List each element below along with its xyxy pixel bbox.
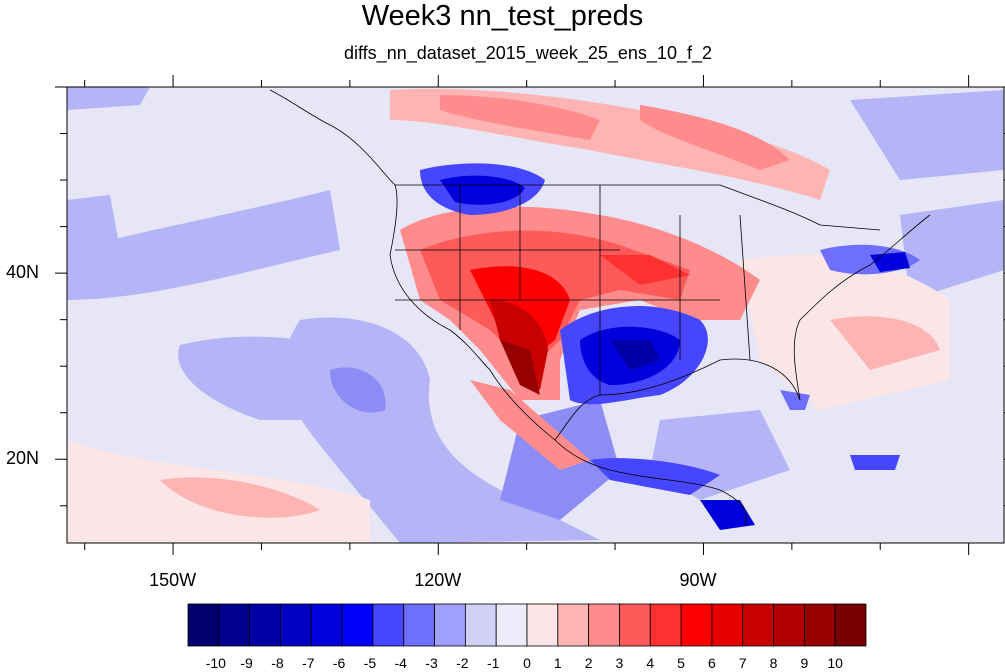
colorbar [187, 603, 867, 647]
colorbar-label: 10 [827, 655, 843, 671]
colorbar-swatch [742, 603, 774, 647]
lon-tick-label: 150W [149, 570, 197, 590]
colorbar-label: 2 [584, 655, 593, 671]
colorbar-label: -5 [363, 655, 377, 671]
colorbar-swatch [526, 603, 559, 647]
colorbar-label: -8 [271, 655, 284, 671]
colorbar-swatch [711, 603, 744, 647]
colorbar-swatch [557, 603, 590, 647]
lon-tick-label: 120W [414, 570, 462, 590]
colorbar-label: 7 [738, 655, 747, 671]
colorbar-swatch [588, 603, 620, 647]
colorbar-label: -4 [394, 655, 407, 671]
colorbar-label: -9 [240, 655, 253, 671]
colorbar-label: -6 [332, 655, 346, 671]
colorbar-swatch [680, 603, 713, 647]
anomaly-field [67, 87, 1004, 543]
colorbar-label: 6 [708, 655, 716, 671]
colorbar-swatch [803, 603, 836, 647]
colorbar-label: 1 [553, 655, 562, 671]
colorbar-swatch [464, 603, 497, 647]
lat-tick-label: 20N [6, 448, 40, 469]
colorbar-swatch [773, 603, 805, 647]
chart-title: Week3 nn_test_preds [361, 0, 644, 32]
colorbar-swatch [218, 603, 251, 647]
colorbar-label: -10 [205, 655, 226, 671]
chart-subtitle: diffs_nn_dataset_2015_week_25_ens_10_f_2 [344, 43, 712, 63]
colorbar-swatch [187, 603, 220, 647]
colorbar-swatch [341, 603, 374, 647]
colorbar-label: -7 [302, 655, 315, 671]
colorbar-label: 8 [769, 655, 778, 671]
colorbar-swatch [649, 603, 682, 647]
colorbar-swatch [249, 603, 281, 647]
colorbar-label: 3 [615, 655, 624, 671]
colorbar-swatch [372, 603, 405, 647]
colorbar-label: -2 [456, 655, 469, 671]
colorbar-label: 9 [800, 655, 809, 671]
colorbar-swatch [495, 603, 528, 647]
colorbar-swatch [403, 603, 435, 647]
colorbar-label: -1 [486, 655, 500, 671]
colorbar-swatch [619, 603, 651, 647]
lat-tick-label: 40N [6, 262, 40, 283]
colorbar-swatch [434, 603, 466, 647]
lon-tick-label: 90W [679, 570, 717, 590]
colorbar-label: 5 [677, 655, 685, 671]
colorbar-label: -3 [425, 655, 438, 671]
colorbar-label: 0 [523, 655, 531, 671]
plot-frame [66, 86, 1005, 544]
colorbar-swatch [280, 603, 312, 647]
colorbar-swatch [310, 603, 343, 647]
colorbar-label: 4 [646, 655, 655, 671]
colorbar-swatch [834, 603, 867, 647]
